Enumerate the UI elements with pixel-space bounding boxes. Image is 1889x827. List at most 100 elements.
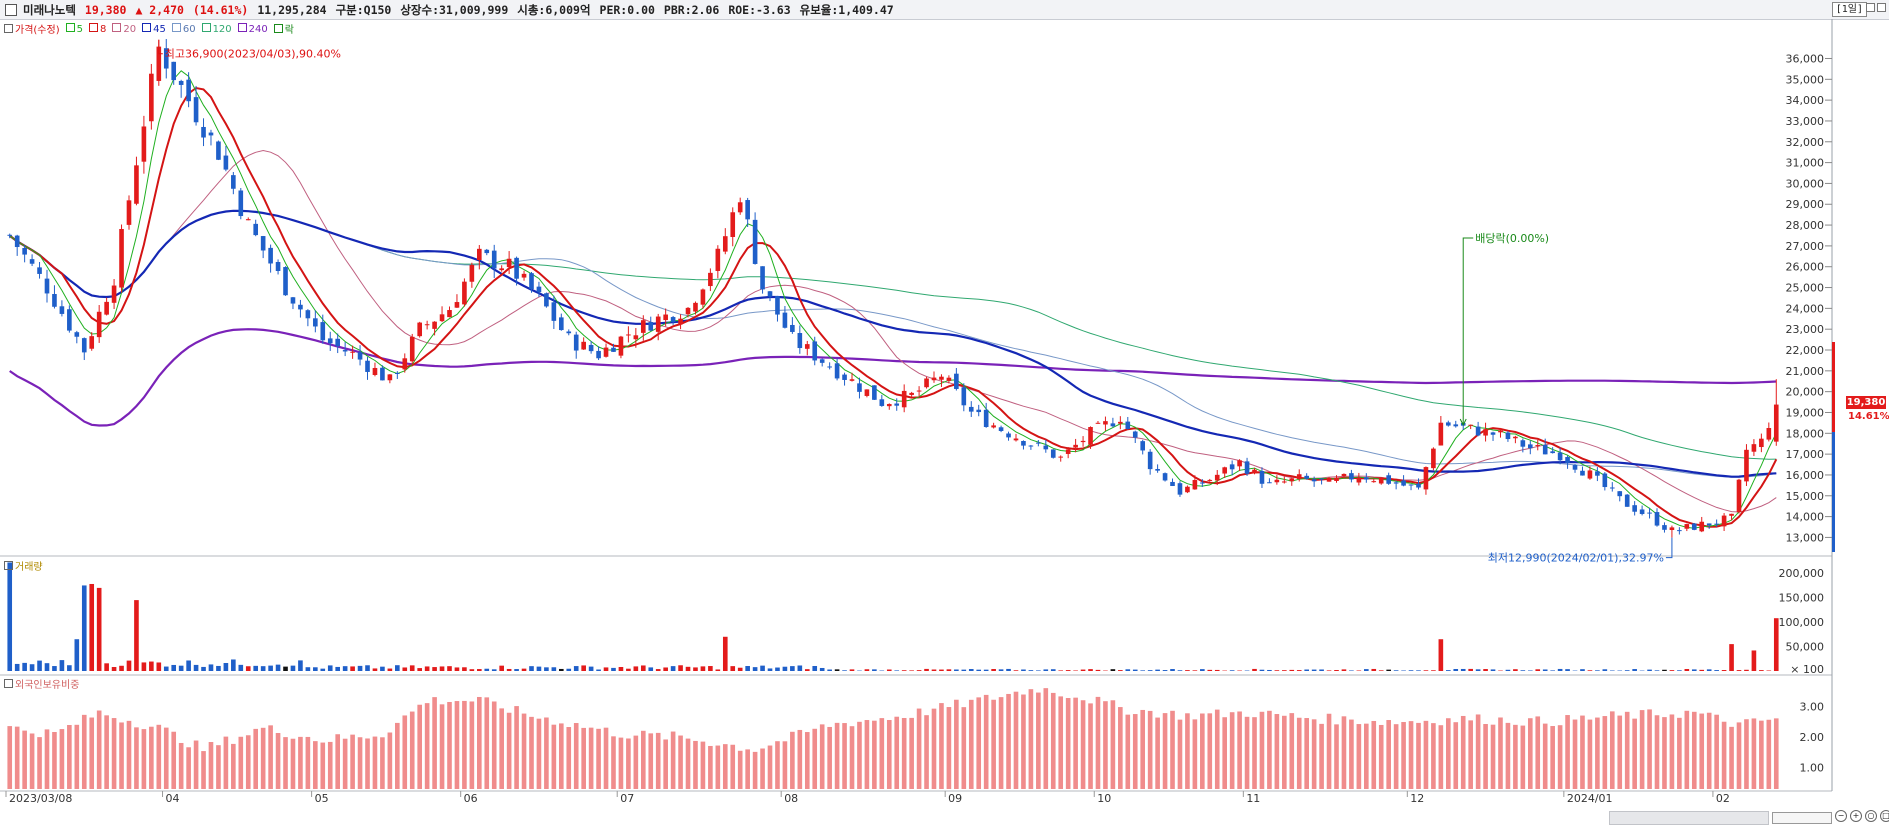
- axes: 13,00014,00015,00016,00017,00018,00019,0…: [6, 52, 1832, 805]
- foreign-ratio-bar: [1304, 718, 1309, 789]
- candle-body: [730, 212, 735, 237]
- stock-name[interactable]: 미래나노텍: [23, 2, 76, 18]
- volume-bar: [179, 666, 184, 671]
- candle-body: [924, 378, 929, 387]
- candle-body: [246, 219, 251, 220]
- candle-body: [1521, 440, 1526, 446]
- candle-body: [1096, 423, 1101, 424]
- foreign-ratio-bar: [343, 739, 348, 789]
- volume-bar: [1476, 669, 1481, 671]
- current-price: 19,380: [85, 3, 127, 17]
- x-tick-label: 08: [784, 792, 798, 805]
- foreign-ratio-bar: [1275, 714, 1280, 789]
- candle-body: [745, 200, 750, 219]
- candle-body: [7, 235, 12, 236]
- candle-body: [1282, 481, 1287, 482]
- candle-body: [1409, 484, 1414, 485]
- foreign-ratio-bar: [470, 701, 475, 789]
- candle-body: [641, 320, 646, 333]
- price-y-tick-label: 33,000: [1786, 115, 1825, 128]
- foreign-ratio-bar: [1334, 724, 1339, 789]
- candle-body: [663, 315, 668, 321]
- volume-bar: [648, 667, 653, 671]
- price-y-tick-label: 16,000: [1786, 469, 1825, 482]
- zoom-out-icon[interactable]: −: [1835, 810, 1847, 822]
- volume-bar: [1148, 670, 1153, 671]
- volume-bar: [760, 666, 765, 671]
- volume-bar: [1744, 670, 1749, 671]
- volume-bar: [1118, 670, 1123, 671]
- minimize-icon[interactable]: [1866, 3, 1875, 12]
- zoom-in-icon[interactable]: +: [1850, 810, 1862, 822]
- foreign-ratio-bar: [1155, 718, 1160, 789]
- volume-bar: [268, 666, 273, 671]
- candle-body: [1603, 474, 1608, 488]
- volume-bar: [552, 667, 557, 671]
- per-value: PER:0.00: [600, 3, 655, 17]
- close-icon[interactable]: [1877, 3, 1886, 12]
- candle-body: [194, 97, 199, 122]
- period-selector[interactable]: [1일]: [1832, 2, 1867, 17]
- volume-bar: [1580, 669, 1585, 671]
- candle-body: [216, 141, 221, 159]
- candle-body: [1632, 505, 1637, 512]
- horizontal-scrollbar[interactable]: [1609, 811, 1769, 825]
- volume-bar: [775, 668, 780, 671]
- foreign-ratio-bar: [626, 738, 631, 789]
- volume-bar: [1685, 669, 1690, 671]
- candle-body: [850, 379, 855, 381]
- foreign-ratio-bar: [1409, 721, 1414, 789]
- volume-bar: [835, 669, 840, 671]
- foreign-ratio-bar: [1468, 720, 1473, 789]
- foreign-ratio-bar: [1252, 717, 1257, 789]
- zoom-reset-icon[interactable]: ○: [1865, 810, 1877, 822]
- volume-bar: [462, 667, 467, 671]
- candle-body: [1550, 451, 1555, 453]
- candle-body: [395, 373, 400, 374]
- foreign-ratio-bar: [350, 735, 355, 789]
- candle-body: [1327, 478, 1332, 482]
- foreign-ratio-bar: [842, 723, 847, 789]
- candle-body: [1453, 424, 1458, 426]
- candle-body: [1267, 482, 1272, 483]
- volume-bar: [291, 666, 296, 671]
- foreign-ratio-bar: [22, 731, 27, 789]
- foreign-ratio-bar: [1573, 720, 1578, 789]
- candle-body: [522, 274, 527, 278]
- foreign-ratio-bar: [1088, 703, 1093, 789]
- volume-bar: [574, 666, 579, 671]
- price-y-tick-label: 22,000: [1786, 344, 1825, 357]
- foreign-ratio-bar: [1349, 720, 1354, 789]
- header-checkbox[interactable]: [5, 4, 17, 16]
- candle-body: [1394, 482, 1399, 483]
- foreign-ratio-bar: [790, 732, 795, 789]
- candle-body: [1543, 445, 1548, 454]
- volume-bar: [1334, 670, 1339, 671]
- stock-chart[interactable]: 13,00014,00015,00016,00017,00018,00019,0…: [0, 19, 1889, 827]
- foreign-ratio-bar: [522, 714, 527, 789]
- foreign-ratio-bar: [1677, 718, 1682, 789]
- foreign-ratio-bar: [701, 742, 706, 789]
- candle-body: [917, 391, 922, 392]
- foreign-ratio-bar: [1185, 713, 1190, 789]
- foreign-ratio-bar: [1036, 693, 1041, 789]
- x-tick-label: 12: [1410, 792, 1424, 805]
- price-y-tick-label: 27,000: [1786, 240, 1825, 253]
- foreign-ratio-bar: [388, 733, 393, 789]
- volume-bar: [1632, 669, 1637, 671]
- foreign-ratio-bar: [783, 741, 788, 789]
- volume-bar: [358, 666, 363, 671]
- price-y-tick-label: 23,000: [1786, 323, 1825, 336]
- volume-bar: [1521, 670, 1526, 671]
- range-slider[interactable]: [1772, 812, 1832, 824]
- zoom-fit-icon[interactable]: □: [1880, 810, 1889, 822]
- foreign-ratio-bar: [872, 721, 877, 789]
- volume-bar: [343, 666, 348, 671]
- candle-body: [365, 361, 370, 372]
- candle-body: [865, 389, 870, 396]
- candle-body: [820, 359, 825, 363]
- candle-body: [432, 322, 437, 329]
- volume-bar: [850, 669, 855, 671]
- volume-bar: [209, 664, 214, 671]
- volume-bar: [1446, 670, 1451, 671]
